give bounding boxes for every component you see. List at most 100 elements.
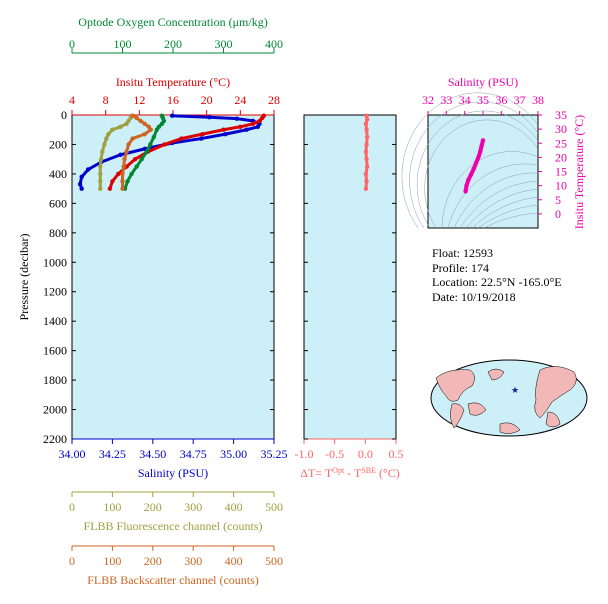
pressure-tick-label: 1400 xyxy=(43,314,67,328)
ts-temperature-label: Insitu Temperature (°C) xyxy=(572,115,586,229)
axis-tick-label: 500 xyxy=(265,500,283,514)
axis-tick-label: 16 xyxy=(167,93,179,107)
ts-salinity-label: Salinity (PSU) xyxy=(448,75,518,89)
axis-tick-label: 0 xyxy=(69,37,75,51)
axis-tick-label: 400 xyxy=(265,37,283,51)
density-contour xyxy=(453,172,539,229)
pressure-axis-label: Pressure (decibar) xyxy=(17,234,31,321)
data-point-oxygen xyxy=(139,156,144,162)
axis-tick-label: 34.50 xyxy=(139,447,166,461)
float-info: Float: 12593 Profile: 174 Location: 22.5… xyxy=(432,246,562,304)
float-location: Location: 22.5°N -165.0°E xyxy=(432,275,562,289)
data-point-oxygen xyxy=(144,149,149,155)
axis-tick-label: 500 xyxy=(265,554,283,568)
data-point-fluorescence xyxy=(98,179,103,184)
ts-point xyxy=(476,155,481,160)
data-point-salinity xyxy=(79,174,84,180)
data-point-temperature xyxy=(257,118,262,124)
axis-tick-label: 300 xyxy=(184,500,202,514)
axis-tick-label: 33 xyxy=(440,93,452,107)
data-point-temperature xyxy=(107,186,113,191)
data-point-backscatter xyxy=(142,121,147,127)
data-point-salinity xyxy=(169,113,175,118)
data-point-salinity xyxy=(77,182,83,187)
ts-point xyxy=(463,189,468,194)
axis-tick-label: 12 xyxy=(133,93,145,107)
data-point-salinity xyxy=(223,131,228,137)
oxygen-axis-label: Optode Oxygen Concentration (μm/kg) xyxy=(78,15,267,29)
data-point-oxygen xyxy=(129,171,134,177)
ts-series xyxy=(463,138,486,194)
density-contour xyxy=(471,196,539,229)
fluorescence-axis: 0 100 200 300 400 500 xyxy=(69,491,283,514)
data-point-backscatter xyxy=(130,136,135,141)
data-point-salinity xyxy=(85,167,91,172)
data-point-temperature xyxy=(200,131,205,137)
profile-series xyxy=(77,113,267,191)
data-point-backscatter xyxy=(126,142,131,147)
axis-tick-label: 34 xyxy=(459,93,471,107)
temperature-axis: 4 8 12 16 20 24 28 xyxy=(69,93,280,116)
ts-diagram-panel: 32 33 34 35 36 37 38 Salinity (PSU) 0510152025… xyxy=(401,75,586,229)
data-point-fluorescence xyxy=(102,142,107,147)
axis-tick-label: 35 xyxy=(555,108,567,122)
axis-tick-label: 24 xyxy=(234,93,246,107)
ts-point xyxy=(464,183,469,188)
delta-t-point xyxy=(364,142,369,147)
data-point-fluorescence xyxy=(118,124,123,129)
delta-t-point xyxy=(363,171,369,177)
axis-tick-label: -0.5 xyxy=(325,447,344,461)
float-id: Float: 12593 xyxy=(432,246,494,260)
axis-tick-label: 30 xyxy=(555,122,567,136)
data-point-backscatter xyxy=(130,113,135,118)
density-contour xyxy=(477,204,539,229)
delta-t-point xyxy=(364,179,369,184)
data-point-backscatter xyxy=(122,156,127,162)
backscatter-axis: 0 100 200 300 400 500 xyxy=(69,545,283,568)
axis-tick-label: 100 xyxy=(114,37,132,51)
data-point-salinity xyxy=(255,124,261,129)
data-point-salinity xyxy=(207,115,212,120)
axis-tick-label: 0 xyxy=(69,500,75,514)
pressure-tick-label: 1200 xyxy=(43,285,67,299)
ts-point xyxy=(468,172,474,177)
data-point-oxygen xyxy=(125,179,130,184)
pressure-axis: 0 200 400 600 800 1000 1200 1400 1600 1800 2000 220… xyxy=(43,108,274,446)
data-point-backscatter xyxy=(121,164,126,169)
data-point-fluorescence xyxy=(104,136,109,141)
ts-point xyxy=(473,160,479,166)
data-point-fluorescence xyxy=(98,164,103,169)
axis-tick-label: 100 xyxy=(103,554,121,568)
data-point-fluorescence xyxy=(98,171,103,177)
pressure-tick-label: 200 xyxy=(49,137,67,151)
axis-tick-label: 400 xyxy=(225,554,243,568)
data-point-oxygen xyxy=(159,121,165,127)
delta-t-axis-label: ΔT= TOpt - TSBE (°C) xyxy=(300,466,400,481)
delta-t-point xyxy=(363,149,369,155)
pressure-tick-label: 600 xyxy=(49,196,67,210)
data-point-salinity xyxy=(244,127,249,132)
axis-tick-label: 300 xyxy=(215,37,233,51)
delta-t-point xyxy=(364,113,369,118)
delta-t-point xyxy=(364,164,370,169)
pressure-tick-label: 1000 xyxy=(43,255,67,269)
delta-t-series xyxy=(363,113,370,191)
data-point-temperature xyxy=(110,179,115,184)
float-location-star-icon: ★ xyxy=(511,385,519,395)
pressure-tick-label: 0 xyxy=(61,108,67,122)
data-point-backscatter xyxy=(142,131,147,137)
density-contour xyxy=(483,212,539,229)
axis-tick-label: 300 xyxy=(184,554,202,568)
pressure-tick-label: 2000 xyxy=(43,403,67,417)
world-map: ★ xyxy=(430,359,588,437)
axis-tick-label: 8 xyxy=(103,93,109,107)
ts-point xyxy=(479,143,484,149)
profile-number: Profile: 174 xyxy=(432,260,489,275)
axis-tick-label: 400 xyxy=(225,500,243,514)
data-point-temperature xyxy=(162,142,167,147)
axis-tick-label: 32 xyxy=(422,93,434,107)
density-contour xyxy=(447,163,539,229)
delta-t-point xyxy=(363,121,369,127)
